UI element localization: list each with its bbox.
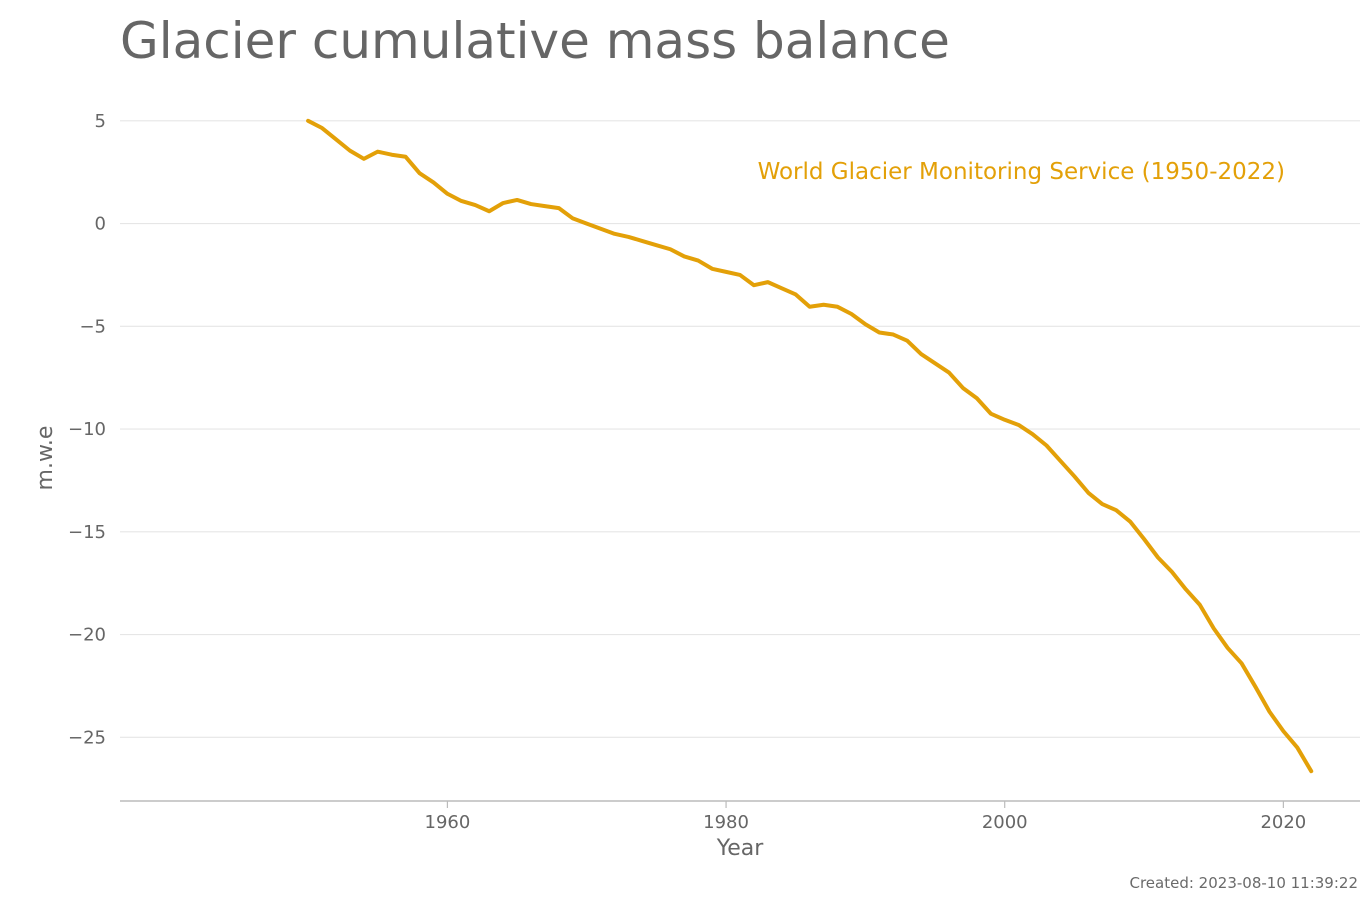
y-tick-label: −5 [79, 316, 106, 337]
created-timestamp: Created: 2023-08-10 11:39:22 [1129, 874, 1359, 892]
x-tick-label: 1980 [703, 812, 749, 833]
x-tick-label: 2020 [1260, 812, 1306, 833]
x-axis-label: Year [716, 836, 765, 861]
y-tick-label: −10 [68, 419, 106, 440]
y-tick-label: −20 [68, 625, 106, 646]
series-label: World Glacier Monitoring Service (1950-2… [758, 159, 1285, 185]
series-group [306, 118, 1314, 774]
y-axis: 5 0 −5 −10 −15 −20 −25 [68, 111, 106, 748]
x-tick-label: 1960 [425, 812, 471, 833]
chart-title: Glacier cumulative mass balance [120, 12, 950, 70]
y-tick-label: −25 [68, 727, 106, 748]
y-tick-label: 5 [95, 111, 106, 132]
y-axis-label: m.w.e [33, 426, 58, 491]
y-tick-label: 0 [95, 214, 106, 235]
x-axis: 1960 1980 2000 2020 [425, 801, 1306, 833]
series-line [306, 118, 1314, 774]
y-tick-label: −15 [68, 522, 106, 543]
x-tick-label: 2000 [982, 812, 1028, 833]
y-gridlines [120, 120, 1360, 738]
